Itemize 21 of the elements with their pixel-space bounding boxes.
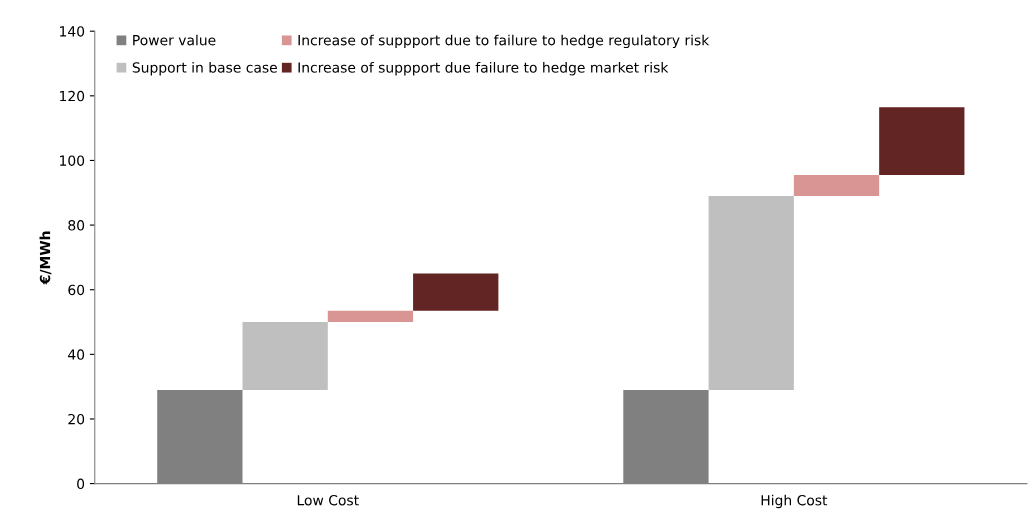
bar <box>879 107 965 175</box>
y-tick-label: 100 <box>60 155 85 166</box>
y-tick-label: 40 <box>68 349 85 360</box>
y-tick-label: 120 <box>60 90 85 102</box>
bar <box>708 196 794 390</box>
y-tick-label: 60 <box>68 284 85 296</box>
y-tick-label: 0 <box>77 478 85 490</box>
bar <box>413 273 499 311</box>
y-axis-title: €/MWh <box>39 231 52 285</box>
legend-label: Power value <box>133 34 216 46</box>
y-tick-label: 80 <box>68 220 85 231</box>
bar <box>327 310 414 323</box>
x-tick-label: High Cost <box>761 494 828 509</box>
bar <box>242 322 328 390</box>
legend-label: Increase of suppport due to failure to hedge regulatory risk <box>298 34 710 49</box>
legend-label: Increase of suppport due failure to hedge market risk <box>298 61 669 76</box>
legend-label: Support in base case <box>132 61 277 76</box>
y-tick-label: 140 <box>60 26 85 37</box>
y-tick-label: 20 <box>68 413 85 425</box>
x-tick-label: Low Cost <box>297 494 359 506</box>
bar <box>793 175 880 196</box>
